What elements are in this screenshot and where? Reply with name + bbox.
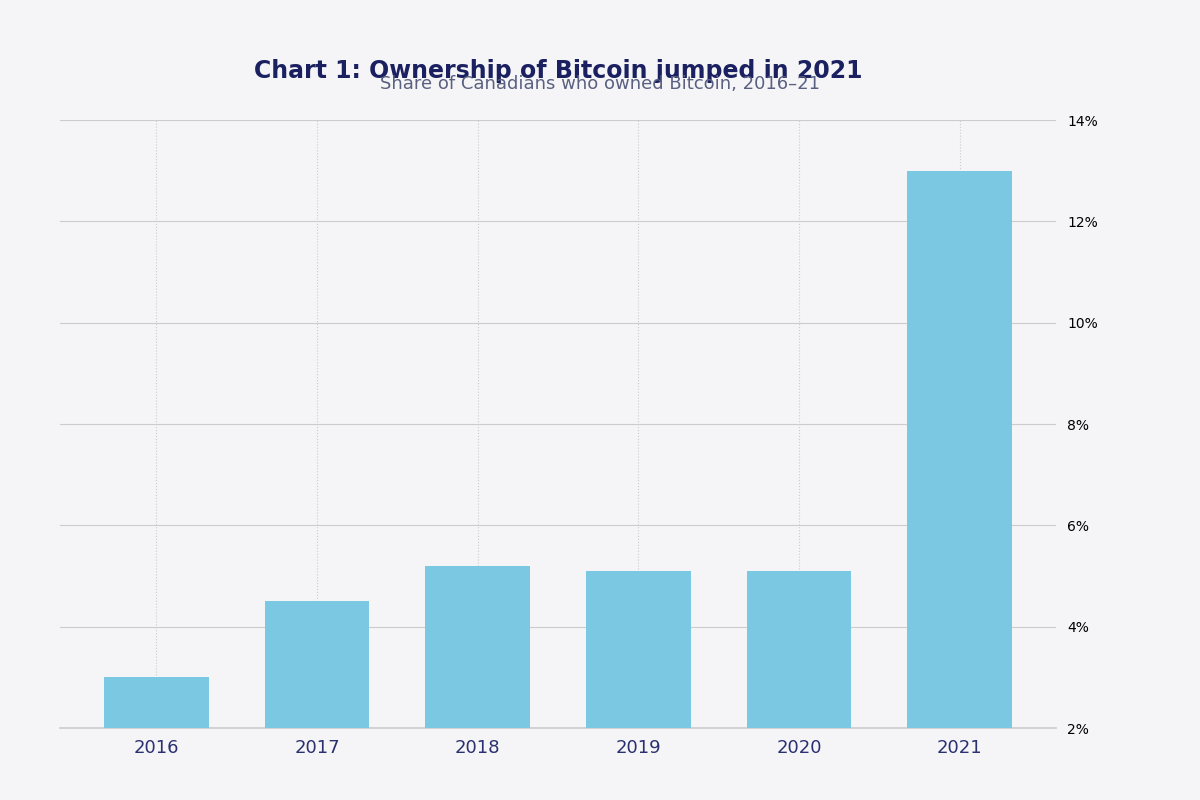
- Bar: [104, 678, 209, 728]
- Title: Chart 1: Ownership of Bitcoin jumped in 2021: Chart 1: Ownership of Bitcoin jumped in …: [253, 59, 863, 83]
- Bar: [426, 566, 530, 728]
- Bar: [265, 602, 370, 728]
- Bar: [586, 571, 690, 728]
- Bar: [907, 170, 1012, 728]
- Bar: [746, 571, 851, 728]
- Text: Share of Canadians who owned Bitcoin, 2016–21: Share of Canadians who owned Bitcoin, 20…: [380, 75, 820, 93]
